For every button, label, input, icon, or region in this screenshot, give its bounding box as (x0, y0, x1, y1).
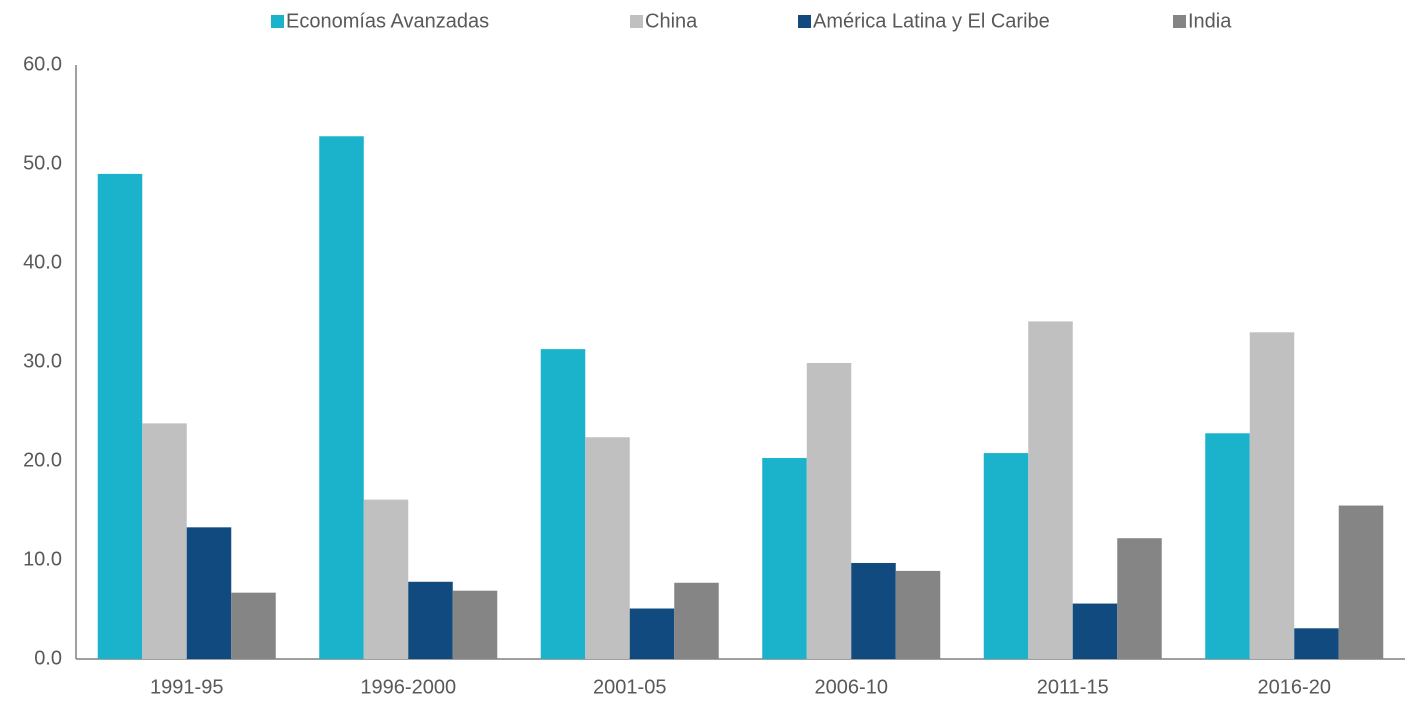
bar (363, 499, 409, 659)
bar (186, 527, 232, 659)
legend-label: China (645, 10, 698, 32)
bar (231, 592, 276, 659)
bar (629, 608, 675, 659)
legend-label: India (1188, 10, 1232, 32)
bar (1294, 628, 1339, 659)
bar (1072, 603, 1118, 659)
y-tick-label: 10.0 (23, 548, 62, 570)
x-tick-label: 2011-15 (1037, 676, 1109, 698)
bar (983, 453, 1029, 659)
y-tick-label: 50.0 (23, 152, 62, 174)
legend-swatch (271, 15, 284, 28)
bar (1338, 505, 1384, 659)
bar (762, 458, 807, 659)
x-tick-label: 2016-20 (1258, 676, 1331, 698)
bar (851, 562, 896, 659)
x-tick-label: 1991-95 (150, 676, 223, 698)
bar (142, 423, 187, 659)
bar (408, 581, 453, 659)
x-tick-label: 2001-05 (593, 676, 666, 698)
legend-swatch (798, 15, 811, 28)
x-tick-label: 2006-10 (815, 676, 888, 698)
y-tick-label: 60.0 (23, 53, 62, 75)
legend-label: Economías Avanzadas (286, 10, 489, 32)
bar (452, 590, 498, 659)
x-tick-label: 1996-2000 (360, 676, 456, 698)
bar (806, 362, 852, 659)
bar (1028, 321, 1073, 659)
legend-swatch (1173, 15, 1186, 28)
y-tick-label: 20.0 (23, 449, 62, 471)
bar (540, 349, 586, 659)
bar (319, 136, 364, 659)
bar (674, 582, 719, 659)
bar (1205, 433, 1250, 659)
legend-swatch (630, 15, 643, 28)
y-tick-label: 40.0 (23, 251, 62, 273)
y-tick-label: 30.0 (23, 350, 62, 372)
bar (895, 570, 941, 659)
bar (1117, 538, 1162, 659)
bar (585, 437, 630, 659)
legend-label: América Latina y El Caribe (813, 10, 1050, 32)
bar (1249, 332, 1295, 659)
y-tick-label: 0.0 (34, 647, 62, 669)
bar (97, 173, 143, 659)
